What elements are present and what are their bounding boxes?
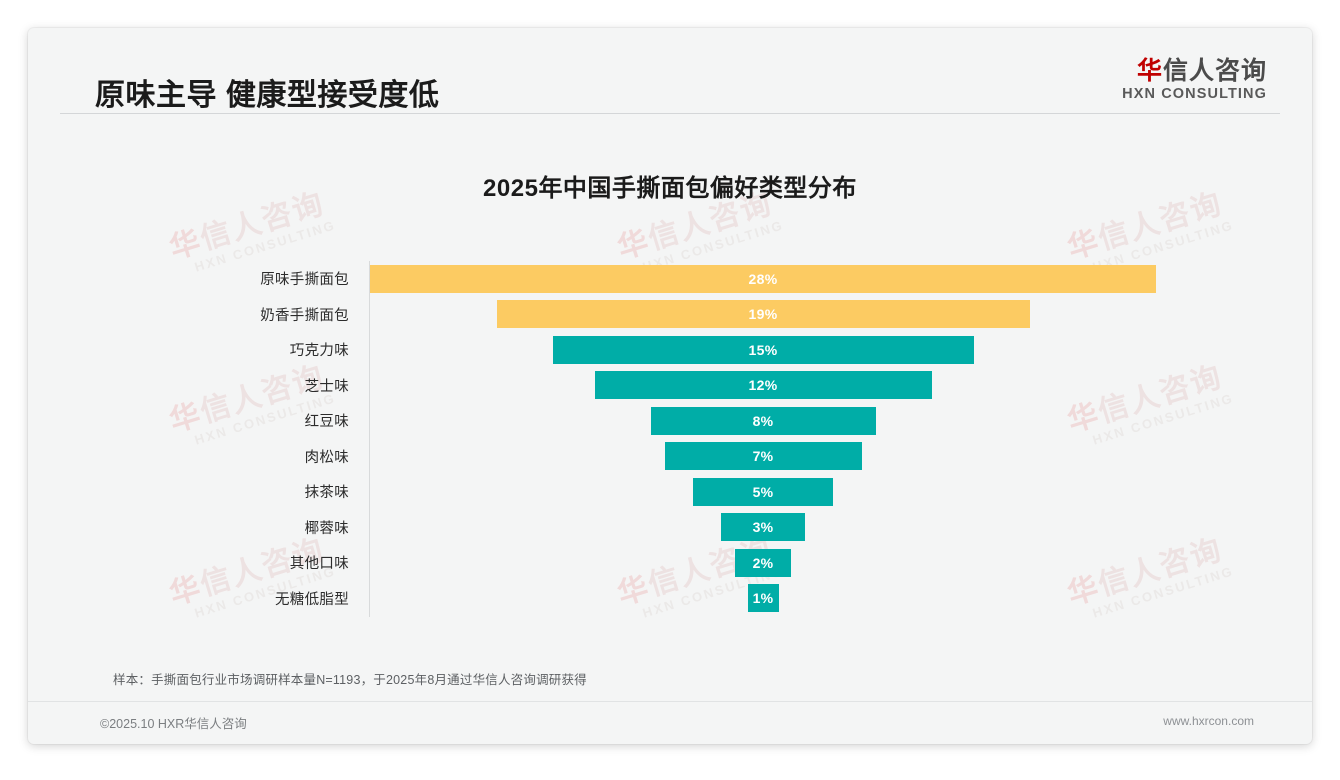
funnel-row-label: 芝士味 [304, 378, 349, 395]
funnel-bar-center: 8% [370, 403, 1156, 439]
funnel-bar-track: 7% [359, 439, 1245, 475]
funnel-row: 抹茶味 5% [95, 474, 1245, 510]
funnel-bar[interactable]: 1% [747, 584, 779, 613]
logo-chinese: 华信人咨询 [1122, 58, 1267, 84]
funnel-bar-center: 3% [370, 510, 1156, 546]
chart-title: 2025年中国手撕面包偏好类型分布 [483, 175, 857, 202]
funnel-row: 无糖低脂型 1% [95, 581, 1245, 617]
slide: 华信人咨询 HXN CONSULTING 华信人咨询 HXN CONSULTIN… [28, 28, 1312, 744]
funnel-bar-value: 12% [748, 377, 778, 394]
funnel-bar[interactable]: 28% [370, 264, 1156, 293]
funnel-bar-value: 7% [752, 448, 774, 465]
funnel-bar[interactable]: 8% [650, 406, 876, 435]
chart-axis-line [369, 261, 370, 617]
funnel-bar-track: 8% [359, 403, 1245, 439]
logo-hua-char: 华 [1136, 57, 1163, 85]
funnel-row: 椰蓉味 3% [95, 510, 1245, 546]
footer-divider [28, 701, 1312, 702]
funnel-bar-value: 28% [748, 270, 778, 287]
funnel-bar-track: 28% [359, 261, 1245, 297]
logo-english: HXN CONSULTING [1122, 86, 1267, 103]
funnel-bar[interactable]: 5% [693, 477, 833, 506]
funnel-row-label: 椰蓉味 [304, 520, 349, 537]
funnel-bar-center: 28% [370, 261, 1156, 297]
source-note: 样本：手撕面包行业市场调研样本量N=1193，于2025年8月通过华信人咨询调研… [113, 673, 587, 687]
funnel-bar[interactable]: 19% [496, 300, 1030, 329]
funnel-bar-value: 19% [748, 306, 778, 323]
company-logo: 华信人咨询 HXN CONSULTING [1122, 58, 1267, 102]
slide-footer: ©2025.10 HXR华信人咨询 www.hxrcon.com [28, 702, 1312, 744]
funnel-bar-center: 1% [370, 581, 1156, 617]
funnel-bar-track: 12% [359, 368, 1245, 404]
page-title: 原味主导 健康型接受度低 [95, 79, 440, 112]
funnel-row: 原味手撕面包 28% [95, 261, 1245, 297]
funnel-bar[interactable]: 7% [664, 442, 862, 471]
funnel-bar-value: 8% [752, 412, 774, 429]
funnel-row-label: 其他口味 [289, 556, 349, 573]
slide-header: 原味主导 健康型接受度低 华信人咨询 HXN CONSULTING [28, 28, 1312, 113]
funnel-row: 其他口味 2% [95, 545, 1245, 581]
logo-chinese-rest: 信人咨询 [1162, 57, 1267, 85]
funnel-bar-center: 5% [370, 474, 1156, 510]
funnel-bar-center: 7% [370, 439, 1156, 475]
funnel-bar-track: 3% [359, 510, 1245, 546]
funnel-row-label: 巧克力味 [289, 343, 349, 360]
copyright-text: ©2025.10 HXR华信人咨询 [100, 717, 247, 731]
funnel-bar-center: 15% [370, 332, 1156, 368]
funnel-bar-track: 5% [359, 474, 1245, 510]
funnel-bar-track: 1% [359, 581, 1245, 617]
funnel-row: 奶香手撕面包 19% [95, 297, 1245, 333]
funnel-bar-track: 2% [359, 545, 1245, 581]
funnel-bar-value: 3% [752, 519, 774, 536]
funnel-bar-track: 19% [359, 297, 1245, 333]
funnel-bar-track: 15% [359, 332, 1245, 368]
funnel-bar[interactable]: 2% [735, 548, 791, 577]
website-url[interactable]: www.hxrcon.com [1163, 714, 1254, 728]
funnel-chart: 原味手撕面包 28% 奶香手撕面包 19% 巧克力味 15% 芝士味 12% 红豆味 8% 肉松味 7… [95, 261, 1245, 617]
funnel-row: 芝士味 12% [95, 368, 1245, 404]
funnel-row-label: 红豆味 [304, 414, 349, 431]
funnel-bar-value: 15% [748, 341, 778, 358]
funnel-bar-center: 12% [370, 368, 1156, 404]
funnel-row-label: 原味手撕面包 [260, 272, 349, 289]
funnel-row-label: 无糖低脂型 [275, 591, 349, 608]
funnel-bar-value: 2% [752, 554, 774, 571]
funnel-bar[interactable]: 3% [721, 513, 805, 542]
funnel-row: 肉松味 7% [95, 439, 1245, 475]
funnel-bar-center: 19% [370, 297, 1156, 333]
funnel-bar-value: 1% [752, 590, 774, 607]
funnel-row-label: 肉松味 [304, 449, 349, 466]
funnel-row: 红豆味 8% [95, 403, 1245, 439]
funnel-bar-value: 5% [752, 483, 774, 500]
funnel-bar-center: 2% [370, 545, 1156, 581]
chart-area: 2025年中国手撕面包偏好类型分布 原味手撕面包 28% 奶香手撕面包 19% 巧克力味… [28, 113, 1312, 656]
funnel-row-label: 奶香手撕面包 [260, 307, 349, 324]
funnel-row: 巧克力味 15% [95, 332, 1245, 368]
funnel-bar[interactable]: 15% [552, 335, 974, 364]
header-divider [60, 113, 1280, 114]
funnel-row-label: 抹茶味 [304, 485, 349, 502]
funnel-bar[interactable]: 12% [594, 371, 932, 400]
